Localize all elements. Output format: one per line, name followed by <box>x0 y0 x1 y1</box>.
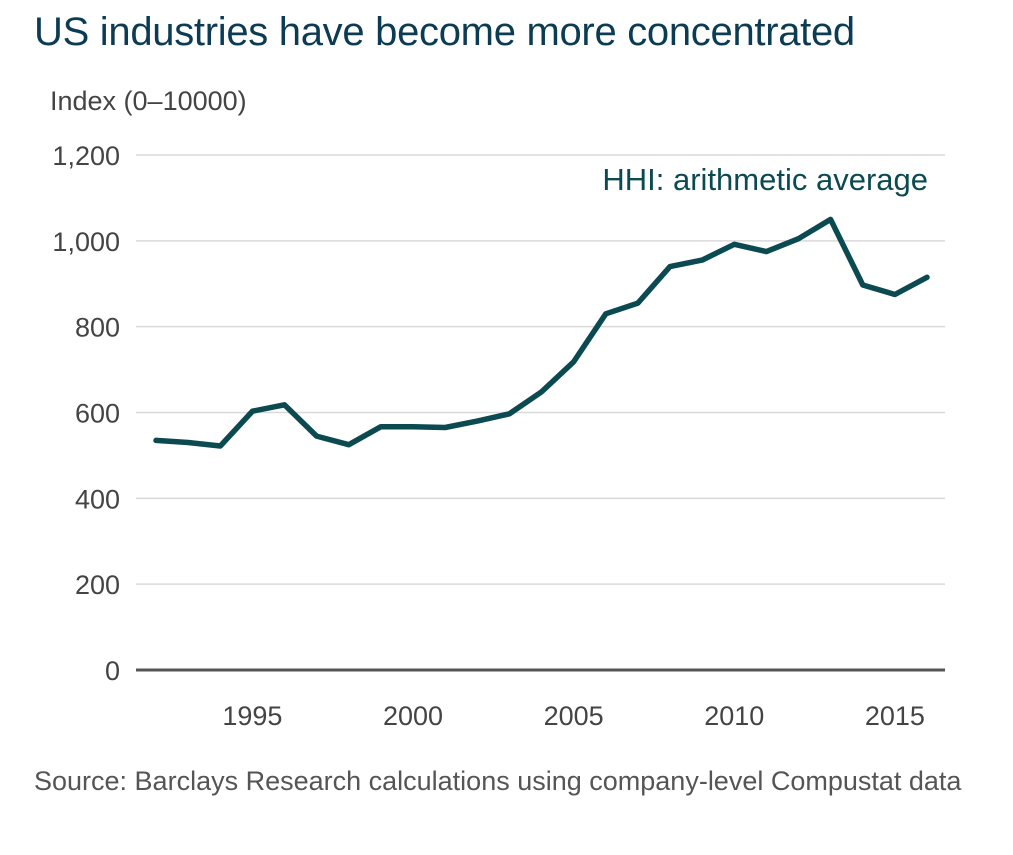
y-tick-label: 600 <box>75 399 120 429</box>
x-tick-label: 2010 <box>704 701 764 731</box>
series-lines <box>153 216 930 449</box>
y-tick-label: 1,200 <box>52 141 120 171</box>
series-line <box>153 216 930 449</box>
chart-title: US industries have become more concentra… <box>34 10 855 54</box>
y-tick-label: 400 <box>75 484 120 514</box>
x-tick-labels: 1995 2000 2005 2010 2015 <box>222 701 925 731</box>
x-tick-label: 1995 <box>222 701 282 731</box>
y-tick-label: 200 <box>75 570 120 600</box>
x-tick-label: 2000 <box>383 701 443 731</box>
y-tick-labels: 0 200 400 600 800 1,000 1,200 <box>52 141 120 686</box>
source-note: Source: Barclays Research calculations u… <box>34 766 962 796</box>
y-tick-label: 800 <box>75 313 120 343</box>
y-axis-label: Index (0–10000) <box>50 86 247 116</box>
y-tick-label: 1,000 <box>52 227 120 257</box>
series-label: HHI: arithmetic average <box>602 162 928 197</box>
x-tick-label: 2015 <box>865 701 925 731</box>
y-tick-label: 0 <box>105 656 120 686</box>
annotations: HHI: arithmetic average <box>602 162 928 197</box>
gridlines <box>136 154 945 585</box>
x-tick-label: 2005 <box>544 701 604 731</box>
